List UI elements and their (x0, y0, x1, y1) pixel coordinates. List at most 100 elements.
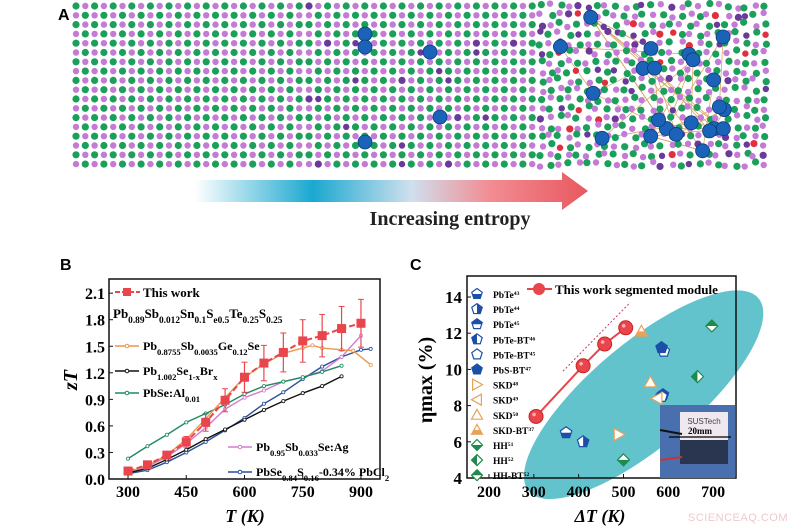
atom (435, 39, 443, 47)
atom (705, 40, 713, 48)
atom (221, 160, 228, 168)
atom (258, 67, 266, 75)
legend-marker (124, 343, 130, 349)
atom (91, 160, 98, 168)
atom (564, 111, 572, 119)
atom (610, 67, 618, 74)
atom (519, 86, 527, 94)
text-segment: PbSe (256, 465, 283, 479)
legend-label: Pb0.8755Sb0.0035Ge0.12Se (143, 339, 260, 357)
large-atom (585, 85, 601, 101)
atom (539, 143, 547, 150)
atom (211, 141, 220, 150)
atom (184, 58, 192, 66)
subscript: 0.8755 (157, 347, 181, 357)
atom (314, 123, 322, 131)
text-segment: SKD (493, 397, 513, 407)
atom (277, 132, 285, 140)
atom (407, 141, 415, 150)
atom (324, 67, 331, 75)
atom (128, 67, 135, 75)
atom (156, 160, 164, 168)
atom (110, 12, 117, 19)
module-top (680, 412, 728, 440)
atom (128, 12, 135, 19)
subscript: 0.16 (304, 473, 320, 483)
atom (620, 12, 628, 20)
atom (501, 40, 508, 47)
atom (249, 67, 257, 75)
atom (156, 77, 163, 84)
atom (398, 123, 406, 131)
data-point (356, 318, 366, 328)
atom (221, 39, 229, 47)
atom (407, 160, 415, 168)
atom (744, 96, 752, 104)
atom (100, 104, 108, 112)
atom (660, 11, 668, 19)
atom (324, 86, 331, 93)
atom (546, 76, 553, 84)
atom (417, 30, 424, 38)
atom (314, 48, 322, 57)
data-point (242, 417, 247, 422)
atom (752, 2, 760, 9)
subscript: 46 (530, 336, 536, 342)
atom (315, 21, 322, 28)
atom (435, 76, 443, 84)
large-atom (553, 39, 568, 55)
atom (685, 160, 693, 168)
atom (389, 160, 397, 168)
text-segment: Pb (143, 364, 157, 378)
atom (444, 123, 453, 131)
data-point (181, 437, 191, 447)
atom (472, 95, 480, 103)
atom (501, 95, 508, 103)
atom (268, 58, 275, 65)
atom (501, 21, 508, 28)
atom (147, 86, 154, 93)
atom (146, 95, 154, 103)
panel-label-c: C (410, 257, 422, 274)
y-tick-label: 1.2 (85, 366, 105, 383)
atom (509, 114, 518, 122)
atom (286, 30, 294, 38)
x-tick-label: 400 (567, 484, 591, 501)
atom (697, 39, 704, 47)
atom (584, 131, 591, 138)
atom (333, 2, 341, 10)
atom (473, 123, 480, 131)
atom (305, 123, 313, 131)
atom (146, 21, 154, 29)
atom (600, 150, 608, 157)
atom (249, 21, 256, 28)
legend-label: Pb0.95Sb0.033Se:Ag (256, 440, 349, 458)
atom (444, 160, 453, 168)
data-point (368, 362, 373, 367)
atom (72, 95, 80, 103)
atom (572, 67, 580, 74)
atom (110, 142, 117, 149)
atom (538, 51, 546, 58)
atom (296, 86, 303, 93)
atom (351, 48, 360, 57)
atom (656, 142, 664, 150)
atom (603, 105, 611, 113)
atom (647, 143, 655, 150)
atom (715, 140, 723, 148)
atom (611, 133, 619, 142)
atom (558, 105, 565, 112)
atom (72, 2, 80, 10)
data-point (613, 427, 627, 442)
subscript: 0.12 (232, 347, 247, 357)
atom (667, 57, 676, 65)
atom (743, 141, 750, 148)
atom (175, 2, 182, 10)
atom (398, 21, 406, 29)
text-segment: HH (493, 442, 508, 452)
legend-label: SKD48 (493, 382, 518, 392)
atom (109, 132, 117, 140)
atom (202, 76, 210, 84)
atom (193, 95, 201, 103)
data-point (300, 375, 305, 380)
